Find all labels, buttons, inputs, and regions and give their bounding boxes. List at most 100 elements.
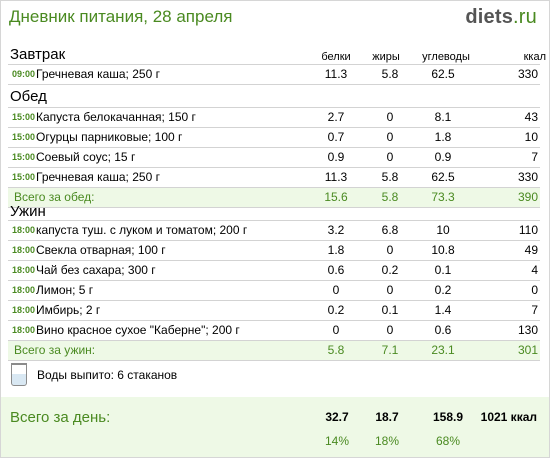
table-row: 09:00 Гречневая каша; 250 г 11.3 5.8 62.… xyxy=(8,65,540,85)
protein-value: 2.7 xyxy=(327,110,345,124)
kcal-value: 49 xyxy=(524,243,538,257)
food-name: Огурцы парниковые; 100 г xyxy=(36,130,183,144)
fat-value: 5.8 xyxy=(381,170,399,184)
day-protein: 32.7 xyxy=(325,410,349,424)
meal-time: 15:00 xyxy=(12,112,36,122)
kcal-value: 10 xyxy=(524,130,538,144)
carbs-value: 10 xyxy=(436,223,450,237)
logo-tld: .ru xyxy=(513,6,537,28)
col-header-carbs: углеводы xyxy=(422,51,470,63)
glass-icon xyxy=(11,363,27,386)
section-title-breakfast: Завтрак xyxy=(10,46,66,63)
protein-total: 5.8 xyxy=(327,343,345,357)
table-row: 15:00 Гречневая каша; 250 г 11.3 5.8 62.… xyxy=(8,168,540,188)
carbs-value: 1.4 xyxy=(434,303,452,317)
fat-value: 5.8 xyxy=(381,67,399,81)
carbs-total: 73.3 xyxy=(431,190,455,204)
table-row: 15:00 Огурцы парниковые; 100 г 0.7 0 1.8… xyxy=(8,128,540,148)
logo-main: diets xyxy=(465,6,514,28)
fat-total: 5.8 xyxy=(381,190,399,204)
protein-value: 1.8 xyxy=(327,243,345,257)
food-name: Капуста белокачанная; 150 г xyxy=(36,110,196,124)
food-name: Чай без сахара; 300 г xyxy=(36,263,156,277)
fat-value: 0 xyxy=(386,243,394,257)
meal-time: 18:00 xyxy=(12,325,36,335)
fat-total: 7.1 xyxy=(381,343,399,357)
table-row: 18:00 Вино красное сухое "Каберне"; 200 … xyxy=(8,321,540,341)
kcal-value: 43 xyxy=(524,110,538,124)
table-row: 18:00 капуста туш. с луком и томатом; 20… xyxy=(8,221,540,241)
meal-time: 18:00 xyxy=(12,245,36,255)
meal-time: 15:00 xyxy=(12,132,36,142)
day-kcal: 1021 ккал xyxy=(480,410,537,424)
food-name: Гречневая каша; 250 г xyxy=(36,67,160,81)
kcal-total: 301 xyxy=(517,343,538,357)
lunch-total-row: Всего за обед: 15.6 5.8 73.3 390 xyxy=(8,188,540,208)
fat-value: 0 xyxy=(386,130,394,144)
dinner-total-row: Всего за ужин: 5.8 7.1 23.1 301 xyxy=(8,341,540,361)
food-name: Соевый соус; 15 г xyxy=(36,150,136,164)
col-header-protein: белки xyxy=(321,51,351,63)
fat-value: 0 xyxy=(386,323,394,337)
fat-value: 6.8 xyxy=(381,223,399,237)
food-name: Свекла отварная; 100 г xyxy=(36,243,166,257)
carbs-value: 0.2 xyxy=(434,283,452,297)
kcal-value: 7 xyxy=(531,303,538,317)
protein-total: 15.6 xyxy=(324,190,348,204)
food-name: Гречневая каша; 250 г xyxy=(36,170,160,184)
meal-time: 09:00 xyxy=(12,69,36,79)
table-row: 18:00 Свекла отварная; 100 г 1.8 0 10.8 … xyxy=(8,241,540,261)
kcal-value: 7 xyxy=(531,150,538,164)
carbs-value: 8.1 xyxy=(434,110,452,124)
day-carbs: 158.9 xyxy=(432,410,464,424)
fat-value: 0 xyxy=(386,150,394,164)
carbs-value: 10.8 xyxy=(431,243,455,257)
carbs-value: 1.8 xyxy=(434,130,452,144)
protein-value: 0 xyxy=(332,323,340,337)
food-name: Вино красное сухое "Каберне"; 200 г xyxy=(36,323,240,337)
carbs-value: 62.5 xyxy=(431,170,455,184)
meal-time: 18:00 xyxy=(12,285,36,295)
carbs-total: 23.1 xyxy=(431,343,455,357)
kcal-value: 110 xyxy=(518,223,538,237)
total-label: Всего за обед: xyxy=(14,190,95,204)
table-row: 18:00 Чай без сахара; 300 г 0.6 0.2 0.1 … xyxy=(8,261,540,281)
carbs-value: 62.5 xyxy=(431,67,455,81)
kcal-value: 130 xyxy=(517,323,538,337)
protein-value: 0.7 xyxy=(327,130,345,144)
meal-time: 15:00 xyxy=(12,172,36,182)
total-label: Всего за ужин: xyxy=(14,343,96,357)
carbs-value: 0.6 xyxy=(434,323,452,337)
divider xyxy=(8,64,540,65)
kcal-value: 0 xyxy=(531,283,538,297)
divider xyxy=(8,107,540,108)
meal-time: 18:00 xyxy=(12,225,36,235)
day-total-label: Всего за день: xyxy=(10,409,111,426)
table-row: 18:00 Имбирь; 2 г 0.2 0.1 1.4 7 xyxy=(8,301,540,321)
day-protein-pct: 14% xyxy=(324,434,350,448)
kcal-value: 330 xyxy=(517,170,538,184)
meal-time: 15:00 xyxy=(12,152,36,162)
protein-value: 0.6 xyxy=(327,263,345,277)
section-title-lunch: Обед xyxy=(10,88,47,105)
table-row: 15:00 Соевый соус; 15 г 0.9 0 0.9 7 xyxy=(8,148,540,168)
site-logo[interactable]: diets.ru xyxy=(465,6,537,29)
day-total-panel: Всего за день: 32.7 18.7 158.9 1021 ккал… xyxy=(1,397,549,457)
table-row: 18:00 Лимон; 5 г 0 0 0.2 0 xyxy=(8,281,540,301)
fat-value: 0 xyxy=(386,110,394,124)
water-text: Воды выпито: 6 стаканов xyxy=(37,368,178,382)
day-fat-pct: 18% xyxy=(374,434,400,448)
kcal-value: 4 xyxy=(531,263,538,277)
col-header-kcal: ккал xyxy=(523,51,546,63)
kcal-total: 390 xyxy=(517,190,538,204)
carbs-value: 0.9 xyxy=(434,150,452,164)
food-name: Лимон; 5 г xyxy=(36,283,94,297)
fat-value: 0.2 xyxy=(381,263,399,277)
meal-time: 18:00 xyxy=(12,305,36,315)
protein-value: 11.3 xyxy=(324,170,348,184)
fat-value: 0.1 xyxy=(381,303,399,317)
page-title: Дневник питания, 28 апреля xyxy=(9,7,233,26)
protein-value: 0.9 xyxy=(327,150,345,164)
food-name: Имбирь; 2 г xyxy=(36,303,101,317)
